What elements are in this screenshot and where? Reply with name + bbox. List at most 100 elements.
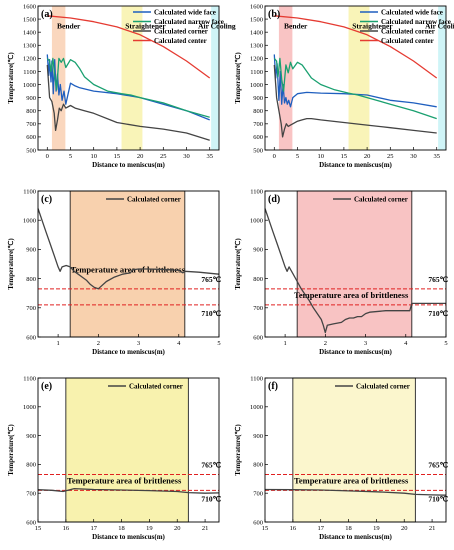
chart-panel-e: 765℃ 710℃ Temperature area of brittleness 1… — [7, 375, 222, 541]
x-tick-label: 30 — [183, 153, 190, 160]
legend-label: Calculated corner — [381, 28, 435, 36]
plot-frame — [37, 5, 220, 151]
x-tick-label: 16 — [290, 525, 297, 532]
x-tick-label: 3 — [137, 340, 140, 347]
y-tick-label: 900 — [26, 247, 36, 254]
x-tick-label: 0 — [46, 153, 49, 160]
threshold-label: 710℃ — [428, 494, 448, 503]
y-tick-label: 600 — [253, 334, 263, 341]
legend-label: Calculated corner — [354, 196, 408, 204]
y-tick-label: 1000 — [250, 404, 263, 411]
x-tick-label: 15 — [341, 153, 348, 160]
threshold-label: 765℃ — [428, 275, 448, 284]
x-tick-label: 1 — [283, 340, 286, 347]
y-axis-label: Temperature(℃) — [234, 238, 242, 290]
series-line — [273, 54, 437, 108]
x-tick-label: 10 — [90, 153, 97, 160]
threshold-label: 710℃ — [201, 494, 221, 503]
shaded-region — [51, 6, 66, 150]
shaded-region — [211, 6, 219, 150]
x-tick-label: 18 — [345, 525, 352, 532]
series-line — [264, 488, 447, 496]
y-tick-label: 1200 — [23, 56, 36, 63]
region-label: Straightener — [125, 21, 166, 30]
panel-label: (b) — [268, 9, 280, 20]
y-tick-label: 700 — [253, 305, 263, 312]
y-tick-label: 800 — [253, 276, 263, 283]
chart-panel-d: 765℃ 710℃ Temperature area of brittleness 1… — [234, 188, 449, 356]
x-tick-label: 3 — [364, 340, 367, 347]
y-tick-label: 700 — [26, 305, 36, 312]
x-tick-label: 5 — [69, 153, 72, 160]
plot-frame — [37, 190, 220, 338]
y-tick-label: 1300 — [23, 43, 36, 50]
x-axis-label: Distance to meniscus(m) — [92, 348, 165, 356]
legend-label: Calculated corner — [129, 383, 183, 391]
y-tick-label: 900 — [253, 433, 263, 440]
series-line — [47, 15, 211, 79]
shaded-region — [438, 6, 446, 150]
y-tick-label: 1000 — [23, 404, 36, 411]
y-tick-label: 1400 — [23, 29, 36, 36]
x-tick-label: 17 — [317, 525, 324, 532]
x-tick-label: 20 — [174, 525, 181, 532]
x-tick-label: 20 — [401, 525, 408, 532]
x-tick-label: 15 — [262, 525, 269, 532]
region-label: Bender — [284, 21, 308, 30]
legend-label: Calculated narrow face — [381, 18, 451, 26]
y-tick-label: 800 — [26, 276, 36, 283]
x-tick-label: 10 — [317, 153, 324, 160]
series-line — [46, 57, 210, 118]
y-tick-label: 1000 — [250, 218, 263, 225]
series-line — [37, 487, 220, 494]
y-tick-label: 1100 — [23, 69, 36, 76]
y-tick-label: 1200 — [250, 56, 263, 63]
shaded-region — [278, 6, 293, 150]
y-axis-label: Temperature(℃) — [7, 424, 15, 476]
shaded-region — [65, 377, 189, 523]
y-axis-label: Temperature(℃) — [7, 238, 15, 290]
y-tick-label: 1100 — [250, 69, 263, 76]
x-tick-label: 4 — [404, 340, 408, 347]
y-tick-label: 900 — [26, 95, 36, 102]
x-tick-label: 0 — [273, 153, 276, 160]
x-tick-label: 17 — [90, 525, 97, 532]
threshold-label: 765℃ — [201, 460, 221, 469]
y-axis-label: Temperature(℃) — [234, 52, 242, 104]
y-tick-label: 1400 — [250, 29, 263, 36]
shaded-region — [69, 190, 186, 338]
chart-panel-c: 765℃ 710℃ Temperature area of brittleness 1… — [7, 188, 222, 356]
threshold-label: 765℃ — [201, 275, 221, 284]
y-tick-label: 600 — [253, 519, 263, 526]
x-tick-label: 16 — [63, 525, 70, 532]
shaded-region — [121, 6, 143, 150]
y-axis-label: Temperature(℃) — [234, 424, 242, 476]
legend-label: Calculated corner — [154, 28, 208, 36]
x-tick-label: 25 — [160, 153, 167, 160]
y-tick-label: 1300 — [250, 43, 263, 50]
x-tick-label: 18 — [118, 525, 125, 532]
y-tick-label: 600 — [26, 134, 36, 141]
x-axis-label: Distance to meniscus(m) — [319, 348, 392, 356]
y-tick-label: 700 — [26, 491, 36, 498]
shaded-region — [292, 377, 416, 523]
legend-label: Calculated center — [381, 37, 434, 45]
y-tick-label: 1100 — [250, 375, 263, 382]
plot-frame — [264, 5, 447, 151]
plot-frame — [37, 377, 220, 523]
threshold-label: 710℃ — [428, 309, 448, 318]
y-tick-label: 700 — [253, 491, 263, 498]
series-line — [37, 208, 220, 290]
x-tick-label: 5 — [217, 340, 220, 347]
x-axis-label: Distance to meniscus(m) — [92, 533, 165, 541]
y-tick-label: 500 — [253, 147, 263, 154]
x-tick-label: 35 — [206, 153, 213, 160]
region-label: Air Cooling — [198, 21, 236, 30]
shaded-region — [348, 6, 370, 150]
band-label: Temperature area of brittleness — [294, 290, 409, 300]
x-tick-label: 2 — [97, 340, 100, 347]
chart-panel-f: 765℃ 710℃ Temperature area of brittleness 1… — [234, 375, 449, 541]
x-axis-label: Distance to meniscus(m) — [319, 533, 392, 541]
x-tick-label: 15 — [114, 153, 121, 160]
x-tick-label: 21 — [429, 525, 436, 532]
